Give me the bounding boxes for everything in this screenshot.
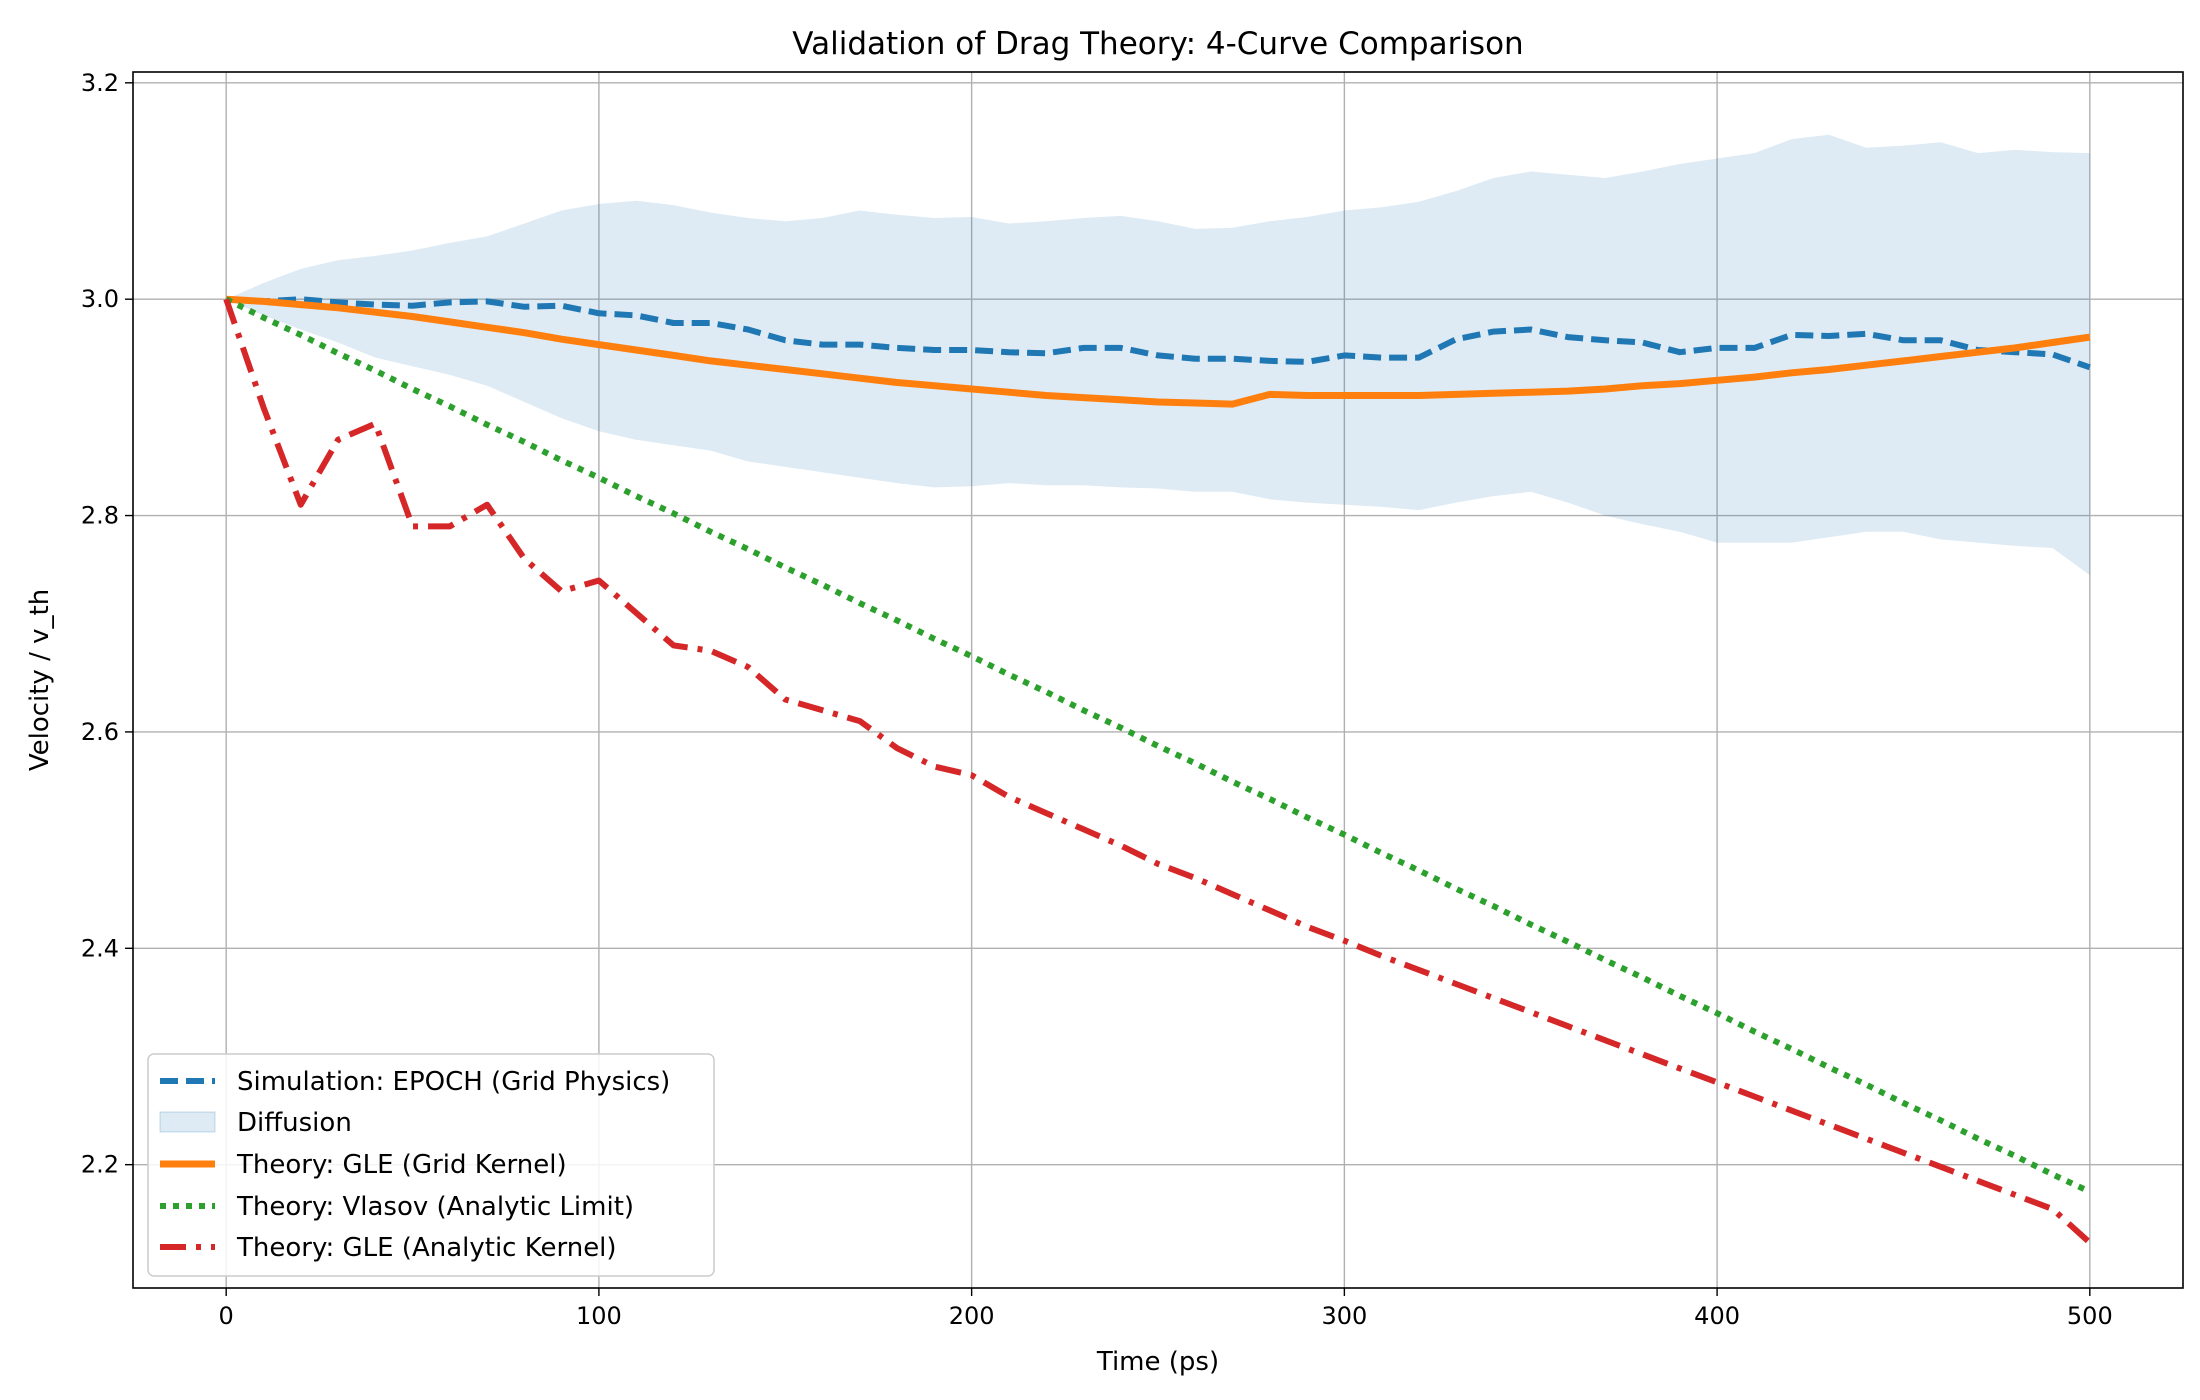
y-tick-label: 2.4 <box>81 934 119 962</box>
legend-label-gle-analytic: Theory: GLE (Analytic Kernel) <box>236 1233 617 1263</box>
x-tick-label: 500 <box>2067 1302 2113 1330</box>
y-axis-label: Velocity / v_th <box>25 589 55 771</box>
x-axis-label: Time (ps) <box>1096 1347 1219 1377</box>
legend-label-vlasov: Theory: Vlasov (Analytic Limit) <box>236 1192 634 1222</box>
chart-title: Validation of Drag Theory: 4-Curve Compa… <box>792 26 1523 62</box>
legend-label-diffusion: Diffusion <box>237 1108 352 1138</box>
ticks: 0 100 200 300 400 500 2.2 2.4 2.6 2.8 3.0 3.2 <box>81 69 2113 1330</box>
y-tick-label: 2.6 <box>81 718 119 746</box>
grid <box>133 72 2183 1288</box>
x-tick-label: 0 <box>219 1302 234 1330</box>
x-tick-label: 300 <box>1321 1302 1367 1330</box>
x-tick-label: 400 <box>1694 1302 1740 1330</box>
y-tick-label: 3.0 <box>81 285 119 313</box>
y-tick-label: 2.8 <box>81 502 119 530</box>
gle-analytic-line <box>223 298 2092 1245</box>
legend-label-gle-grid: Theory: GLE (Grid Kernel) <box>236 1150 567 1180</box>
gle-grid-line <box>225 295 2091 408</box>
legend-box <box>147 1053 715 1277</box>
plot-frame <box>132 71 2184 1289</box>
legend-label-simulation: Simulation: EPOCH (Grid Physics) <box>237 1067 670 1097</box>
legend-swatch-diffusion <box>159 1111 216 1133</box>
x-tick-label: 100 <box>576 1302 622 1330</box>
y-tick-label: 3.2 <box>81 69 119 97</box>
x-tick-label: 200 <box>949 1302 995 1330</box>
simulation-line <box>226 296 2091 371</box>
legend: Simulation: EPOCH (Grid Physics) Diffusi… <box>147 1053 715 1277</box>
series-layer <box>223 295 2092 1245</box>
y-tick-label: 2.2 <box>81 1151 119 1179</box>
